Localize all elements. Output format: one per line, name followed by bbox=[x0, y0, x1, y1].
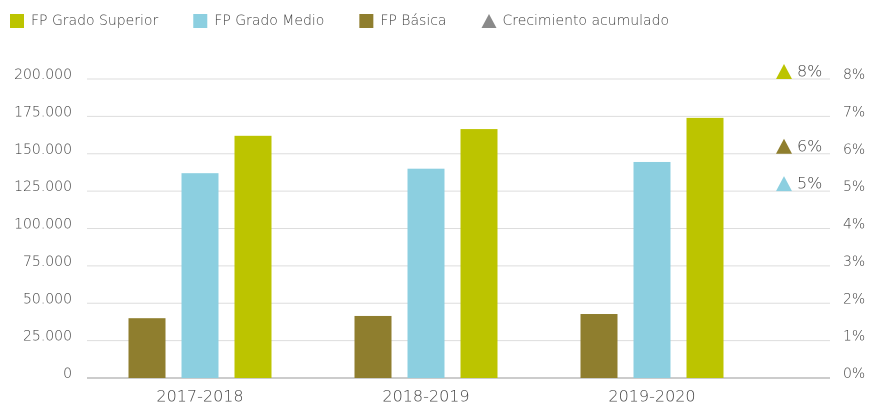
y2-tick-label: 3% bbox=[843, 254, 865, 270]
bar bbox=[407, 168, 445, 378]
legend-label: FP Básica bbox=[380, 13, 446, 29]
y-tick-label: 100.000 bbox=[14, 217, 72, 233]
growth-marker bbox=[776, 176, 792, 192]
bar bbox=[580, 314, 618, 378]
y2-tick-label: 0% bbox=[843, 366, 865, 382]
legend-label: Crecimiento acumulado bbox=[503, 13, 670, 29]
y2-tick-label: 2% bbox=[843, 291, 865, 307]
y-tick-label: 50.000 bbox=[23, 291, 72, 307]
legend-swatch bbox=[193, 14, 208, 28]
y2-tick-label: 7% bbox=[843, 104, 865, 120]
legend-marker bbox=[481, 14, 497, 28]
legend-swatch bbox=[10, 14, 24, 28]
y-tick-label: 200.000 bbox=[14, 67, 72, 83]
bar bbox=[181, 173, 219, 378]
bar bbox=[234, 135, 272, 378]
y2-tick-label: 6% bbox=[843, 142, 865, 158]
y-tick-label: 75.000 bbox=[23, 254, 72, 270]
growth-label: 8% bbox=[797, 62, 822, 81]
y2-tick-label: 5% bbox=[843, 179, 865, 195]
y2-tick-label: 8% bbox=[843, 67, 865, 83]
growth-marker bbox=[776, 138, 792, 154]
legend-swatch bbox=[359, 14, 374, 28]
x-tick-label: 2019-2020 bbox=[608, 387, 695, 405]
y2-tick-label: 4% bbox=[843, 217, 865, 233]
growth-label: 6% bbox=[797, 136, 822, 155]
x-tick-label: 2017-2018 bbox=[156, 387, 243, 405]
y2-tick-label: 1% bbox=[843, 329, 865, 345]
bar bbox=[686, 117, 724, 379]
y-tick-label: 150.000 bbox=[14, 142, 72, 158]
bar bbox=[128, 318, 166, 378]
bar bbox=[633, 161, 671, 378]
legend-label: FP Grado Superior bbox=[31, 13, 159, 29]
bar bbox=[354, 315, 392, 378]
legend-label: FP Grado Medio bbox=[214, 13, 324, 29]
x-tick-label: 2018-2019 bbox=[382, 387, 469, 405]
y-tick-label: 0 bbox=[63, 366, 72, 382]
y-tick-label: 25.000 bbox=[23, 329, 72, 345]
y-tick-label: 125.000 bbox=[14, 179, 72, 195]
y-tick-label: 175.000 bbox=[14, 104, 72, 120]
growth-label: 5% bbox=[797, 174, 822, 193]
bar bbox=[460, 129, 498, 378]
growth-marker bbox=[776, 64, 792, 79]
